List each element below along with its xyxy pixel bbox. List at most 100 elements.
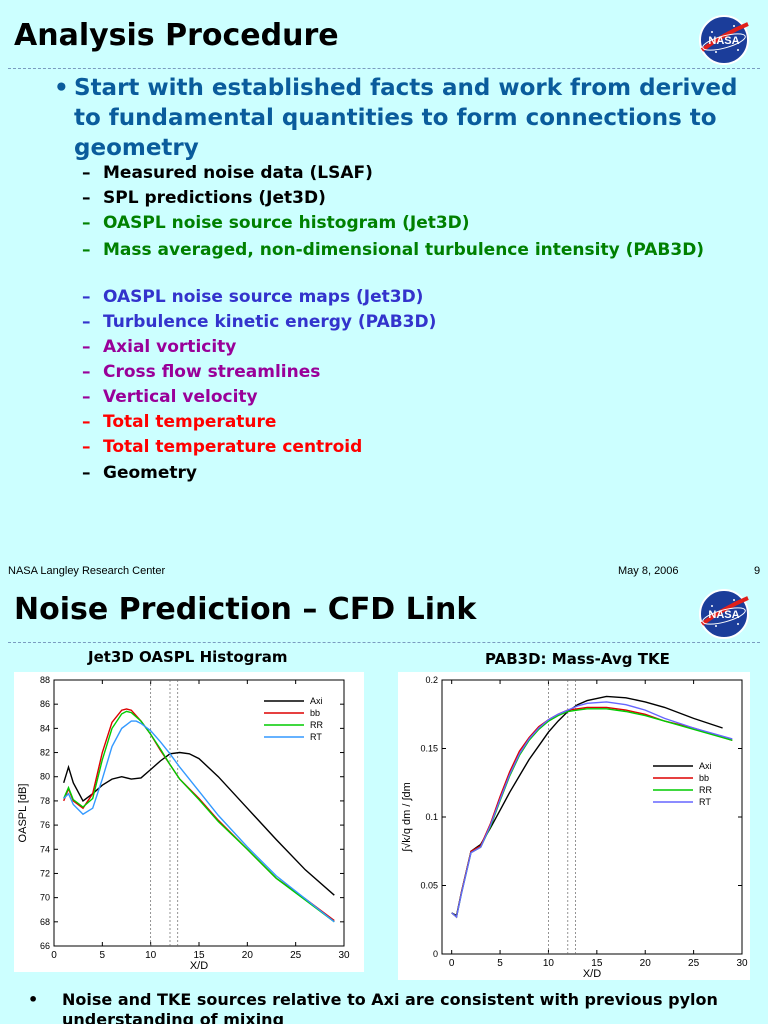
slide-noise-prediction: Noise Prediction – CFD Link NASA Jet3D O… [0, 584, 768, 1024]
x-axis-label: X/D [190, 960, 208, 972]
sub-item: – Mass averaged, non-dimensional turbulen… [82, 240, 722, 260]
sub-item-text: Cross flow streamlines [103, 362, 321, 382]
legend-label: RT [310, 732, 322, 742]
sub-item: – Geometry [82, 463, 722, 483]
sub-item-text: OASPL noise source maps (Jet3D) [103, 287, 424, 307]
y-tick-label: 84 [40, 723, 50, 733]
x-tick-label: 0 [449, 958, 455, 969]
legend-label: RR [699, 785, 712, 795]
sub-item-text: Measured noise data (LSAF) [103, 163, 373, 183]
x-tick-label: 30 [736, 958, 748, 969]
bullet-icon: • [28, 990, 39, 1009]
main-bullet: • Start with established facts and work … [54, 73, 744, 163]
series-line-rr [63, 710, 335, 923]
slide-title: Noise Prediction – CFD Link [14, 592, 477, 627]
y-tick-label: 0 [433, 949, 438, 959]
tke-chart-svg: 0 5 10 15 20 25 30 0 0.05 0.1 0.15 0.2 Axi bb RR RT X/D ∫… [401, 675, 748, 980]
nasa-meatball-icon: NASA [699, 589, 749, 639]
title-divider [8, 642, 760, 643]
sub-item: – Axial vorticity [82, 337, 722, 357]
sub-item: – Total temperature [82, 412, 722, 432]
slide-title: Analysis Procedure [14, 18, 339, 53]
x-tick-label: 30 [338, 950, 350, 961]
y-tick-label: 66 [40, 941, 50, 951]
y-tick-label: 0.1 [425, 812, 438, 822]
legend-label: Axi [699, 761, 712, 771]
sub-item-text: Mass averaged, non-dimensional turbulenc… [103, 240, 705, 260]
y-tick-label: 72 [40, 868, 50, 878]
title-divider [8, 68, 760, 69]
dash-icon: – [82, 362, 91, 382]
series-line-rt [63, 720, 335, 923]
x-tick-label: 0 [51, 950, 57, 961]
legend-label: RR [310, 720, 323, 730]
legend-label: bb [310, 708, 320, 718]
series-line-rt [451, 701, 733, 919]
y-tick-label: 74 [40, 844, 50, 854]
x-tick-label: 20 [640, 958, 652, 969]
sub-item-text: Total temperature [103, 412, 277, 432]
sub-item: – Total temperature centroid [82, 437, 722, 457]
dash-icon: – [82, 337, 91, 357]
y-tick-label: 86 [40, 699, 50, 709]
sub-item: – SPL predictions (Jet3D) [82, 188, 722, 208]
dash-icon: – [82, 163, 91, 183]
sub-item-text: OASPL noise source histogram (Jet3D) [103, 213, 470, 233]
nasa-meatball-icon: NASA [699, 15, 749, 65]
sub-item-text: Turbulence kinetic energy (PAB3D) [103, 312, 437, 332]
x-tick-label: 5 [497, 958, 503, 969]
plot-frame [53, 679, 345, 947]
tke-chart: 0 5 10 15 20 25 30 0 0.05 0.1 0.15 0.2 Axi bb RR RT X/D ∫… [398, 672, 750, 980]
nasa-logo: NASA [696, 586, 752, 642]
footer-page: 9 [754, 565, 761, 577]
sub-item: – Cross flow streamlines [82, 362, 722, 382]
dash-icon: – [82, 287, 91, 307]
x-tick-label: 5 [100, 950, 106, 961]
sub-item-text: Total temperature centroid [103, 437, 363, 457]
plot-frame [441, 679, 743, 955]
legend-label: RT [699, 797, 711, 807]
y-tick-label: 0.2 [425, 675, 438, 685]
oaspl-histogram-svg: 0 5 10 15 20 25 30 66 68 70 72 74 76 78 80 82 84 86 88 Axi b… [17, 675, 350, 972]
legend-label: Axi [310, 696, 323, 706]
y-tick-label: 70 [40, 893, 50, 903]
y-axis-label: OASPL [dB] [17, 784, 29, 843]
sub-item-text: Axial vorticity [103, 337, 237, 357]
dash-icon: – [82, 240, 91, 260]
y-tick-label: 82 [40, 748, 50, 758]
dash-icon: – [82, 437, 91, 457]
dash-icon: – [82, 188, 91, 208]
y-axis-label: ∫√k/q dm / ∫dm [401, 782, 413, 853]
x-tick-label: 20 [242, 950, 254, 961]
dash-icon: – [82, 213, 91, 233]
y-tick-label: 0.15 [420, 744, 438, 754]
sub-item-text: SPL predictions (Jet3D) [103, 188, 326, 208]
series-line-axi [63, 751, 335, 896]
x-tick-label: 15 [591, 958, 603, 969]
nasa-logo: NASA [696, 12, 752, 68]
svg-text:NASA: NASA [708, 35, 739, 47]
x-tick-label: 10 [145, 950, 157, 961]
dash-icon: – [82, 387, 91, 407]
oaspl-chart: 0 5 10 15 20 25 30 66 68 70 72 74 76 78 80 82 84 86 88 Axi b… [14, 672, 364, 972]
x-tick-label: 10 [543, 958, 555, 969]
y-tick-label: 80 [40, 772, 50, 782]
main-bullet-text: Start with established facts and work fr… [74, 75, 738, 161]
bottom-bullet: • Noise and TKE sources relative to Axi … [28, 990, 748, 1024]
right-chart-title: PAB3D: Mass-Avg TKE [485, 650, 670, 668]
svg-text:NASA: NASA [708, 609, 739, 621]
sub-item: – OASPL noise source histogram (Jet3D) [82, 213, 722, 233]
sub-item: – Turbulence kinetic energy (PAB3D) [82, 312, 722, 332]
sub-item: – OASPL noise source maps (Jet3D) [82, 287, 722, 307]
y-tick-label: 78 [40, 796, 50, 806]
footer-date: May 8, 2006 [618, 565, 679, 577]
slide-analysis-procedure: Analysis Procedure NASA • Start with est… [8, 12, 761, 577]
dash-icon: – [82, 412, 91, 432]
bottom-bullet-text: Noise and TKE sources relative to Axi ar… [62, 990, 718, 1024]
x-axis-label: X/D [583, 968, 601, 980]
y-tick-label: 68 [40, 917, 50, 927]
left-chart-title: Jet3D OASPL Histogram [88, 648, 288, 666]
legend-label: bb [699, 773, 709, 783]
y-tick-label: 88 [40, 675, 50, 685]
sub-item-text: Vertical velocity [103, 387, 258, 407]
